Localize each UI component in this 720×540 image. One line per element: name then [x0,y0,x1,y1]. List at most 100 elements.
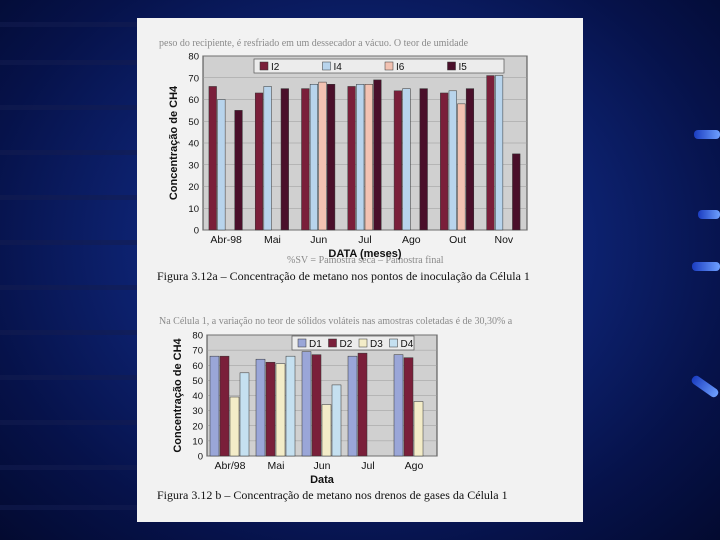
y-tick-label: 60 [192,361,203,372]
bar [208,86,217,231]
x-tick-label: Abr/98 [215,460,246,472]
y-tick-label: 50 [192,376,203,387]
x-tick-label: Abr-98 [210,234,242,246]
bar [219,355,230,457]
bar [254,92,264,231]
legend-label: D2 [340,339,353,350]
bar [209,355,220,457]
bar [512,153,521,231]
background-text: Na Célula 1, a variação no teor de sólid… [159,316,513,327]
bar [448,90,457,231]
legend-label: I2 [271,62,280,73]
deco-dash [694,130,720,139]
chart-b-caption: Figura 3.12 b – Concentração de metano n… [157,488,508,502]
y-tick-label: 30 [192,406,203,417]
legend-swatch [389,338,398,348]
x-tick-label: Jul [358,234,371,246]
bar [495,75,504,231]
legend-label: I4 [334,62,343,73]
legend-swatch [384,61,394,71]
bar [327,84,336,231]
y-tick-label: 20 [188,182,199,193]
legend-box [253,58,505,74]
bar [393,354,404,457]
y-axis-label: Concentração de CH4 [172,337,184,452]
y-tick-label: 10 [192,436,203,447]
bar [457,103,466,231]
x-tick-label: Out [449,234,466,246]
y-tick-label: 80 [188,52,199,63]
legend-label: D4 [401,339,414,350]
legend-label: D3 [370,339,383,350]
bar [465,88,475,231]
y-tick-label: 30 [188,160,199,171]
bar [234,110,243,231]
bar [239,372,250,457]
legend-swatch [322,61,331,71]
y-tick-label: 10 [188,204,199,215]
bar [280,88,289,231]
x-tick-label: Jun [310,234,327,246]
x-tick-label: Ago [405,460,424,472]
y-tick-label: 50 [188,117,199,128]
bar [311,354,322,457]
bar [364,84,373,231]
bar [486,75,495,231]
bar [357,352,368,457]
bar [373,79,382,231]
legend-swatch [328,338,337,348]
bar [285,355,296,457]
bar [356,84,365,231]
bar [265,361,276,457]
legend-swatch [297,338,307,348]
y-tick-label: 70 [188,73,199,84]
bar [275,363,286,457]
bar [301,351,312,457]
y-tick-label: 80 [192,331,203,342]
x-tick-label: Jun [314,460,331,472]
legend-label: I6 [396,62,405,73]
deco-dash [698,210,720,219]
chart-b: 0 10 20 30 40 50 60 70 80 Concentração de CH4 Abr/… [172,331,438,486]
chart-a-caption: Figura 3.12a – Concentração de metano no… [157,269,530,283]
bar [402,88,411,231]
legend-box [291,335,415,351]
x-tick-label: Mai [264,234,281,246]
x-axis-label: DATA (meses) [328,248,401,260]
bar [263,86,272,231]
legend-label: I5 [459,62,468,73]
y-tick-label: 0 [198,452,203,463]
bar [229,396,240,457]
legend-label: D1 [309,339,322,350]
scanned-document-page: peso do recipiente, é resfriado em um de… [137,18,583,522]
bar [393,90,402,231]
chart-a: 0 10 20 30 40 50 60 70 80 Concentração de CH4 Abr-… [168,52,528,260]
y-tick-label: 0 [194,226,199,237]
bar [321,404,332,457]
x-tick-label: Ago [402,234,421,246]
legend-swatch [259,61,269,71]
background-text: %SV = Pamostra seca – Pamostra final [287,255,444,266]
bar [301,88,310,231]
bar [347,355,358,457]
bar [318,81,327,231]
x-tick-label: Mai [268,460,285,472]
bar [331,384,342,457]
y-tick-label: 70 [192,346,203,357]
bar [413,401,424,457]
y-tick-label: 20 [192,421,203,432]
legend-swatch [358,338,368,348]
bar [217,99,226,231]
bar [419,88,428,231]
bar [255,358,266,457]
deco-dash [692,262,720,271]
background-text: peso do recipiente, é resfriado em um de… [159,38,469,49]
x-tick-label: Nov [495,234,514,246]
bar [309,84,318,231]
x-tick-label: Jul [361,460,374,472]
bar [347,86,356,231]
y-tick-label: 60 [188,95,199,106]
deco-dash [690,374,720,399]
y-tick-label: 40 [192,391,203,402]
bar [403,357,414,457]
